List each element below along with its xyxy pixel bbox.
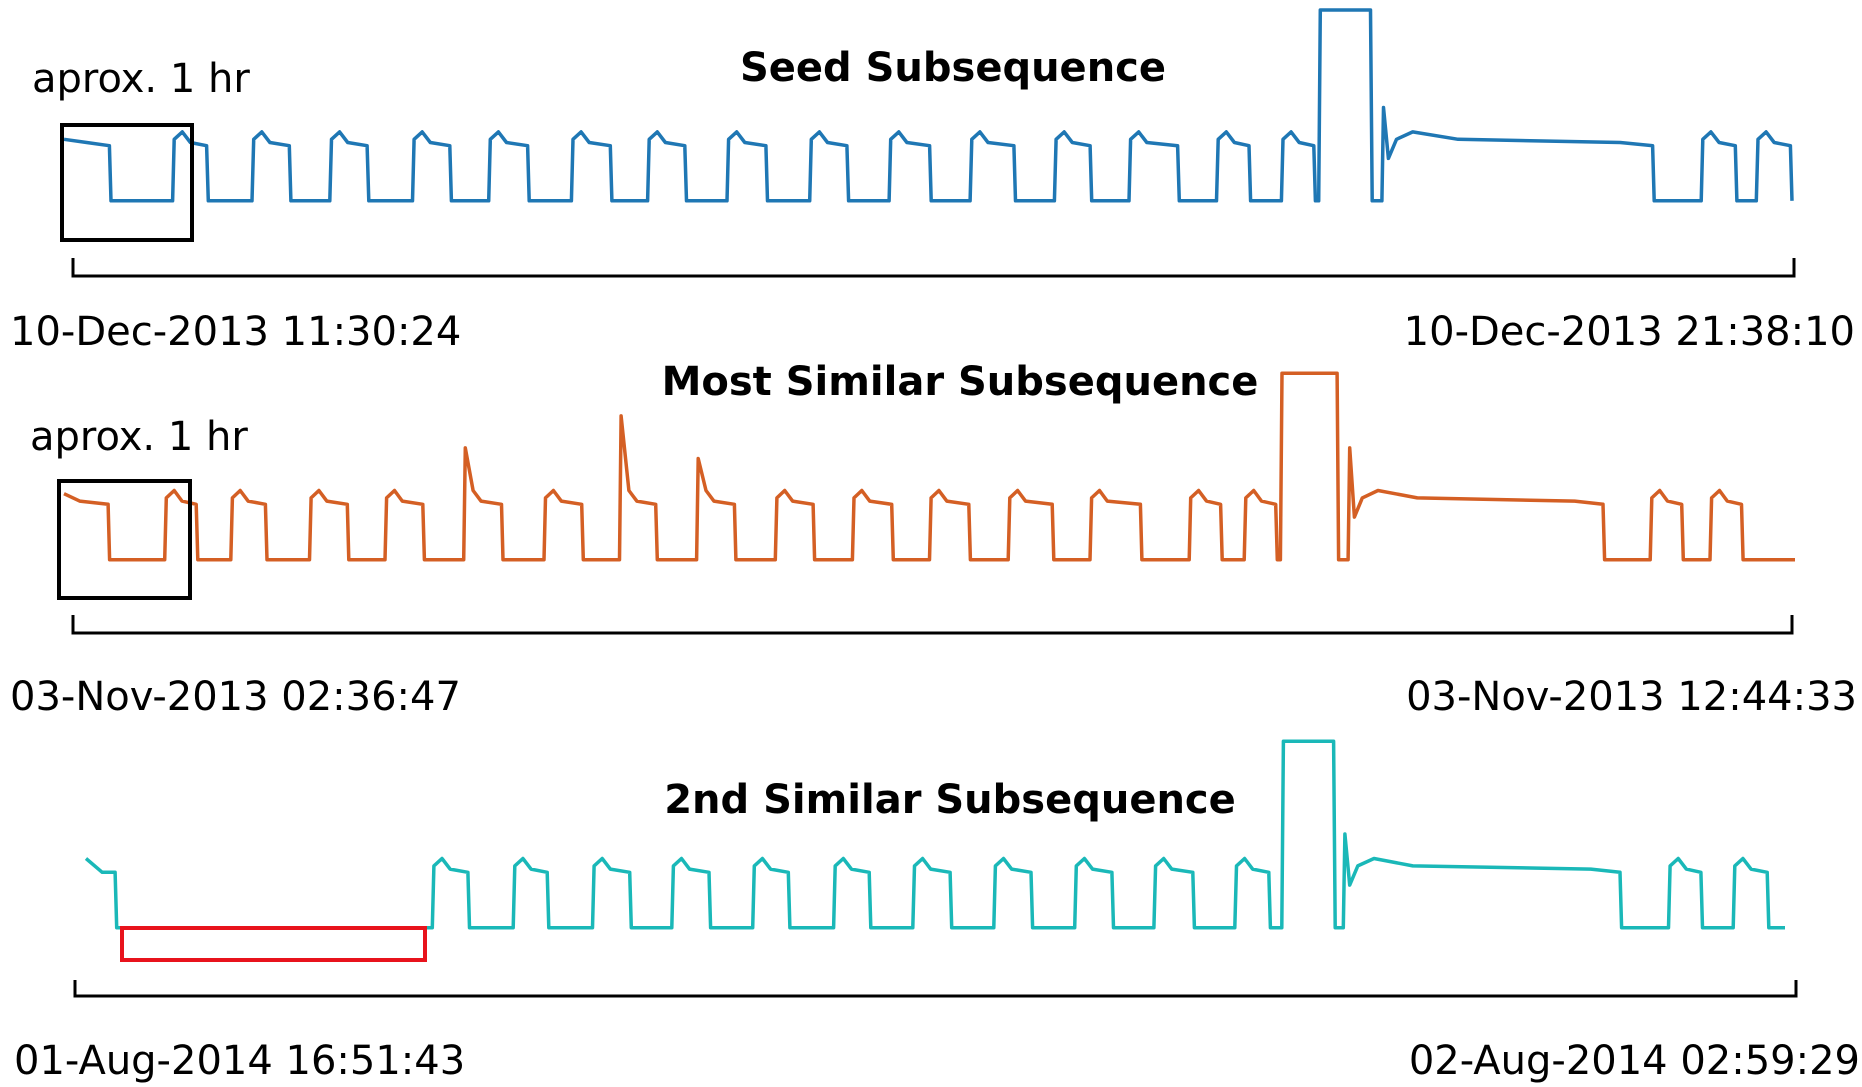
time-range-bracket-most-similar <box>71 615 1794 635</box>
time-range-bracket-second-similar <box>73 980 1798 998</box>
panel-seed: Seed Subsequence aprox. 1 hr 10-Dec-2013… <box>10 8 1855 355</box>
panel-title-second-similar: 2nd Similar Subsequence <box>664 777 1236 823</box>
start-time-most-similar: 03-Nov-2013 02:36:47 <box>10 674 461 720</box>
start-time-seed: 10-Dec-2013 11:30:24 <box>10 309 461 355</box>
series-line-most-similar <box>63 371 1795 562</box>
panel-most-similar: Most Similar Subsequence aprox. 1 hr 03-… <box>10 359 1857 720</box>
end-time-most-similar: 03-Nov-2013 12:44:33 <box>1406 674 1857 720</box>
end-time-seed: 10-Dec-2013 21:38:10 <box>1404 309 1855 355</box>
highlight-box-most-similar <box>57 479 192 600</box>
highlight-box-seed <box>60 123 194 242</box>
series-line-0-0 <box>63 8 1794 203</box>
time-range-bracket-seed <box>71 258 1796 278</box>
series-line-2-0 <box>84 739 1785 930</box>
annotation-approx-hr-seed: aprox. 1 hr <box>32 56 250 102</box>
panel-title-seed: Seed Subsequence <box>740 45 1166 91</box>
panel-title-most-similar: Most Similar Subsequence <box>662 359 1259 405</box>
end-time-second-similar: 02-Aug-2014 02:59:29 <box>1409 1038 1860 1084</box>
highlight-box-second-similar <box>120 926 427 962</box>
series-line-seed <box>63 8 1794 203</box>
series-line-second-similar <box>84 739 1785 930</box>
panel-second-similar: 2nd Similar Subsequence 01-Aug-2014 16:5… <box>14 739 1860 1084</box>
annotation-approx-hr-most-similar: aprox. 1 hr <box>30 414 248 460</box>
start-time-second-similar: 01-Aug-2014 16:51:43 <box>14 1038 465 1084</box>
series-line-1-0 <box>63 371 1795 562</box>
